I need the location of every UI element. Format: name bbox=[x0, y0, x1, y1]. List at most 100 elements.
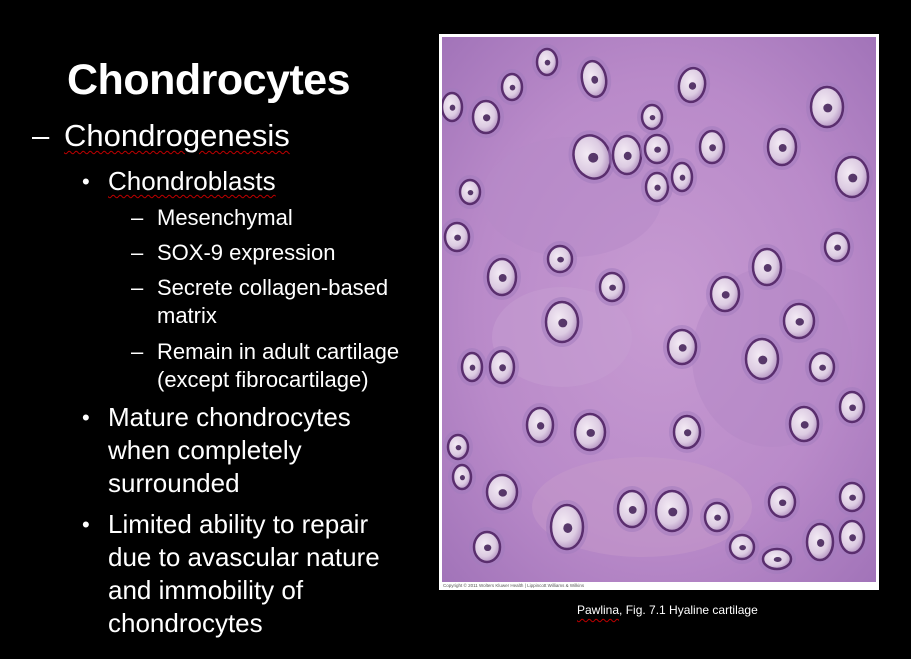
nucleus bbox=[499, 364, 506, 372]
sub-item-mesenchymal: – Mesenchymal bbox=[131, 204, 293, 232]
nucleus bbox=[739, 544, 746, 551]
nucleus bbox=[455, 444, 462, 451]
chondrocyte-lacuna bbox=[663, 325, 701, 369]
chondrocyte-lacuna bbox=[725, 530, 759, 564]
bullet-line: Limited ability to repair bbox=[108, 509, 369, 539]
chondrocyte-lacuna bbox=[532, 44, 562, 80]
nucleus bbox=[609, 284, 616, 291]
chondrocyte-lacuna bbox=[546, 500, 588, 554]
chondrocyte-lacuna bbox=[651, 486, 693, 536]
bullet-line: Mature chondrocytes bbox=[108, 402, 351, 432]
chondrocyte-lacuna bbox=[802, 519, 838, 565]
bullet-line: due to avascular nature bbox=[108, 542, 380, 572]
nucleus bbox=[628, 505, 637, 514]
chondrocyte-lacuna bbox=[485, 346, 519, 388]
chondrocyte-lacuna bbox=[764, 482, 800, 522]
nucleus bbox=[467, 189, 474, 196]
nucleus bbox=[679, 174, 686, 181]
chondrocyte-lacuna bbox=[541, 297, 583, 347]
nucleus bbox=[469, 364, 476, 371]
chondrocyte-lacuna bbox=[570, 409, 610, 455]
nucleus bbox=[688, 82, 697, 90]
nucleus bbox=[588, 152, 599, 163]
nucleus bbox=[557, 256, 564, 263]
chondrocyte-lacuna bbox=[673, 63, 711, 107]
caption-text: , Fig. 7.1 Hyaline cartilage bbox=[619, 603, 758, 617]
nucleus bbox=[558, 318, 568, 328]
chondrocyte-lacuna bbox=[805, 348, 839, 386]
chondroblasts-text: Chondroblasts bbox=[108, 166, 276, 196]
nucleus bbox=[778, 143, 787, 152]
chondrocyte-lacuna bbox=[748, 244, 786, 290]
sub-item-line: matrix bbox=[157, 303, 217, 328]
chondrocyte-lacuna bbox=[779, 299, 819, 343]
chondrogenesis-text: Chondrogenesis bbox=[64, 118, 290, 153]
copyright-text: Copyright © 2011 Wolters Kluwer Health |… bbox=[443, 583, 585, 588]
bullet-line: chondrocytes bbox=[108, 608, 263, 638]
nucleus bbox=[654, 146, 661, 153]
chondrocyte-lacuna bbox=[835, 478, 869, 516]
nucleus bbox=[563, 523, 573, 533]
nucleus bbox=[763, 263, 772, 272]
sub-item-line: Mesenchymal bbox=[157, 205, 293, 230]
nucleus bbox=[800, 421, 809, 429]
micrograph-svg bbox=[442, 37, 876, 582]
bullet-limited: • Limited ability to repair due to avasc… bbox=[82, 508, 380, 640]
bullet-mature: • Mature chondrocytes when completely su… bbox=[82, 401, 351, 500]
nucleus bbox=[498, 489, 507, 497]
chondrocyte-lacuna bbox=[457, 348, 487, 386]
nucleus bbox=[709, 144, 716, 152]
bullet-line: surrounded bbox=[108, 468, 240, 498]
chondrocyte-lacuna bbox=[468, 96, 504, 138]
nucleus bbox=[721, 291, 730, 299]
nucleus bbox=[819, 364, 826, 371]
chondrocyte-lacuna bbox=[448, 460, 476, 494]
nucleus bbox=[795, 318, 804, 326]
nucleus bbox=[483, 114, 491, 122]
bullet-marker: • bbox=[82, 405, 90, 430]
figure-caption: Pawlina, Fig. 7.1 Hyaline cartilage bbox=[577, 603, 758, 617]
chondrocyte-lacuna bbox=[543, 241, 577, 277]
sub-item-line: Secrete collagen-based bbox=[157, 275, 389, 300]
chondrocyte-lacuna bbox=[613, 486, 651, 532]
nucleus bbox=[668, 507, 678, 517]
chondrocyte-lacuna bbox=[669, 411, 705, 453]
chondrocyte-lacuna bbox=[700, 498, 734, 536]
nucleus bbox=[779, 499, 787, 507]
bullet-line: when completely bbox=[108, 435, 302, 465]
nucleus bbox=[484, 544, 492, 552]
chondrocyte-lacuna bbox=[820, 228, 854, 266]
chondrocyte-lacuna bbox=[455, 175, 485, 209]
sub-item-sox9: – SOX-9 expression bbox=[131, 239, 336, 267]
sub-item-remain: – Remain in adult cartilage (except fibr… bbox=[131, 338, 400, 394]
chondrocyte-lacuna bbox=[595, 268, 629, 306]
chondrogenesis-heading: – Chondrogenesis bbox=[32, 118, 290, 154]
nucleus bbox=[509, 84, 516, 91]
nucleus bbox=[654, 184, 661, 191]
caption-author: Pawlina bbox=[577, 603, 620, 617]
chondrocyte-lacuna bbox=[706, 272, 744, 316]
dash-marker: – bbox=[131, 205, 144, 230]
nucleus bbox=[848, 173, 858, 183]
chondrocyte-lacuna bbox=[608, 131, 646, 179]
chondrocyte-lacuna bbox=[641, 168, 673, 206]
sub-item-line: (except fibrocartilage) bbox=[157, 367, 369, 392]
nucleus bbox=[544, 59, 551, 66]
nucleus bbox=[684, 429, 692, 437]
nucleus bbox=[623, 151, 632, 161]
nucleus bbox=[817, 538, 825, 547]
nucleus bbox=[498, 273, 507, 282]
chondrocyte-lacuna bbox=[522, 403, 558, 447]
chondrocyte-lacuna bbox=[835, 516, 869, 558]
nucleus bbox=[758, 355, 768, 365]
nucleus bbox=[714, 514, 721, 521]
chondrocyte-lacuna bbox=[576, 56, 612, 102]
chondrocyte-lacuna bbox=[831, 152, 873, 202]
chondrocyte-lacuna bbox=[835, 387, 869, 427]
dash-marker: – bbox=[131, 275, 144, 300]
nucleus bbox=[823, 103, 833, 113]
dash-marker: – bbox=[131, 339, 144, 364]
chondrocyte-lacuna bbox=[758, 544, 796, 574]
sub-item-line: Remain in adult cartilage bbox=[157, 339, 400, 364]
chondrocyte-lacuna bbox=[469, 527, 505, 567]
